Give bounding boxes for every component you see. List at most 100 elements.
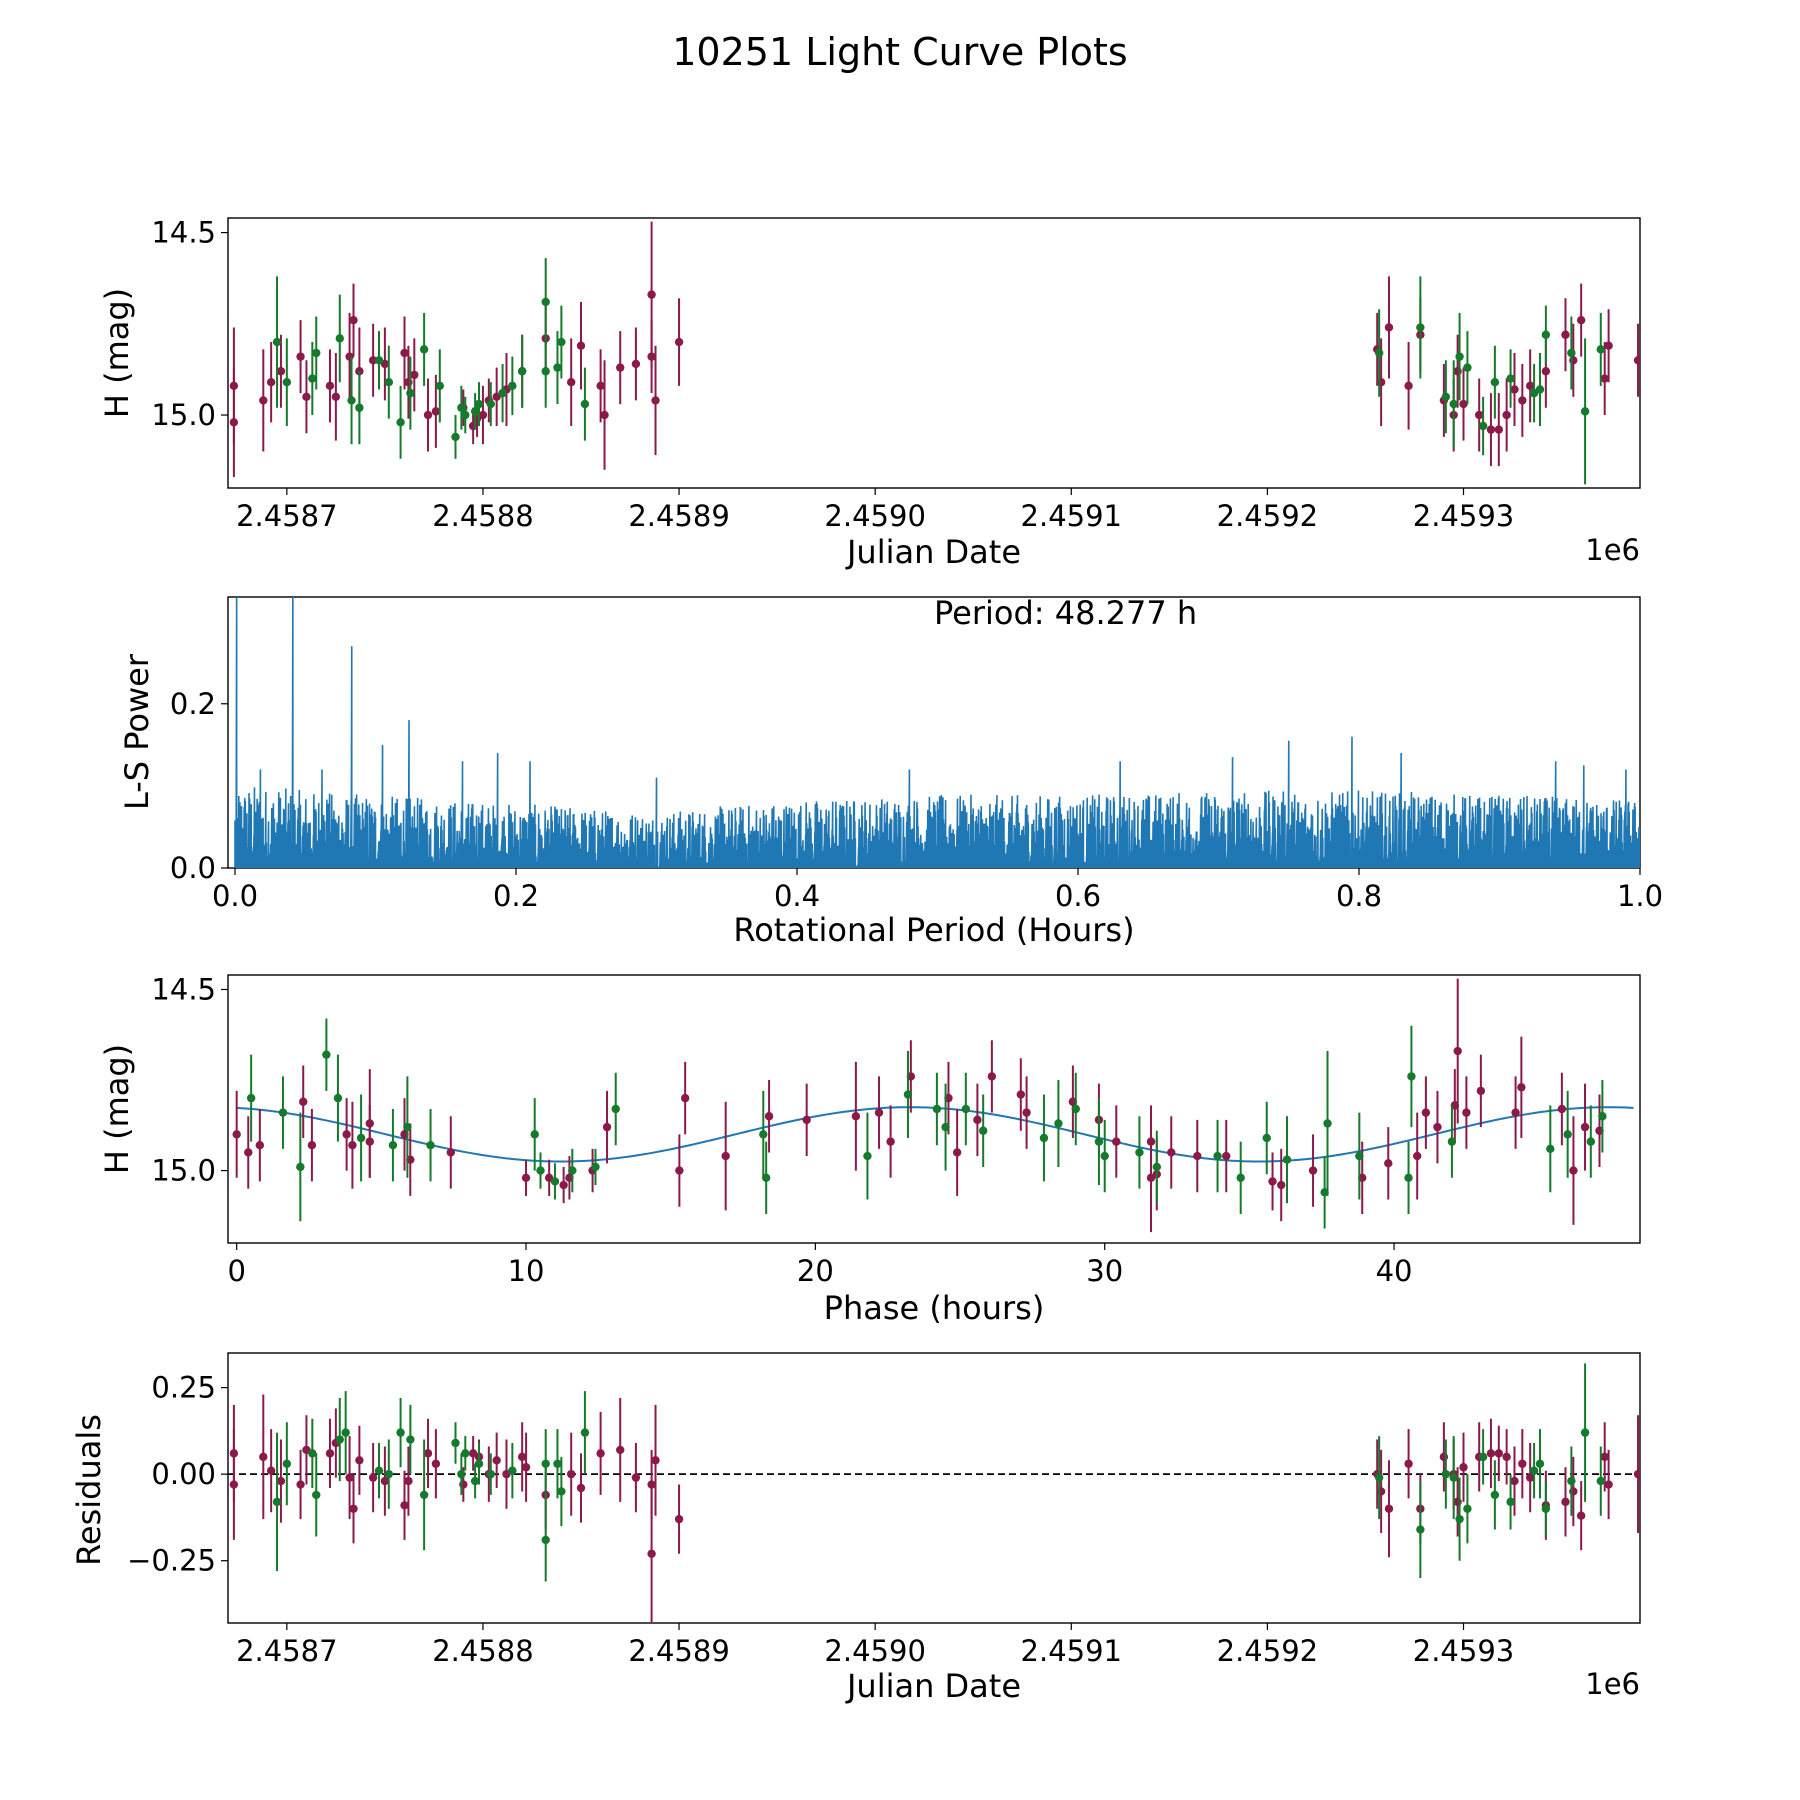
data-point [517,367,527,376]
data-point [508,1466,517,1475]
data-point [576,1483,586,1493]
data-point [368,1473,378,1482]
data-point [1421,1108,1431,1117]
x-tick-label: 2.4587 [236,499,337,533]
data-point [961,1104,971,1114]
data-point [244,1148,253,1157]
data-point [349,315,358,325]
data-point [312,1490,321,1500]
data-point [761,1173,771,1183]
data-point [1152,1162,1161,1172]
data-point [355,403,364,412]
data-point [1455,352,1464,361]
data-point [333,1093,343,1103]
data-point [457,1469,466,1479]
phased-x-label: Phase (hours) [824,1289,1045,1327]
data-point [1193,1151,1202,1161]
data-point [396,418,405,427]
data-point [566,377,576,387]
data-point [335,1435,344,1444]
data-point [406,1435,415,1444]
data-point [1441,1469,1451,1479]
data-point [1433,1122,1442,1132]
data-point [616,363,625,372]
data-point [1416,323,1425,332]
data-point [1071,1104,1080,1114]
data-point [384,377,394,387]
data-point [1541,330,1551,339]
data-point [1463,1504,1472,1513]
data-point [451,1438,460,1448]
data-point [1596,345,1605,354]
data-point [1404,381,1413,391]
data-point [246,1093,256,1103]
data-point [1518,1459,1527,1468]
data-point [307,1141,317,1150]
data-point [557,1487,566,1496]
data-point [419,1490,429,1500]
data-point [446,1148,455,1157]
x-tick-label: 40 [1376,1254,1413,1288]
data-point [349,1504,358,1513]
data-point [675,1166,684,1175]
data-point [1510,385,1519,394]
x-tick-label: 2.4588 [432,499,533,533]
lightcurve-axes-frame [227,217,1641,489]
data-point [1535,385,1545,394]
data-point [1447,1137,1457,1146]
data-point [470,1476,480,1486]
data-point [1455,1514,1464,1524]
data-point [1135,1148,1144,1157]
data-point [1277,1180,1286,1190]
data-point [299,1097,308,1106]
data-point [400,1501,409,1510]
data-point [987,1072,997,1081]
data-point [631,1473,641,1482]
data-point [611,1104,620,1114]
data-point [312,348,321,358]
data-point [470,407,480,416]
y-tick-label: 14.5 [151,972,216,1006]
residuals-y-label: Residuals [70,1414,108,1566]
data-point [404,1476,413,1486]
data-point [308,1449,317,1458]
data-point [341,1428,350,1437]
data-point [322,1050,331,1059]
data-point [266,1466,276,1475]
data-point [1213,1151,1222,1161]
data-point [1167,1148,1176,1157]
data-point [486,399,495,409]
data-point [1459,1463,1468,1472]
data-point [1478,1452,1488,1462]
data-point [498,388,507,398]
data-point [426,1141,435,1150]
data-point [403,1122,412,1132]
data-point [282,377,292,387]
data-point [461,1449,470,1458]
phased-axes-frame [227,974,1641,1244]
residuals-x-label: Julian Date [845,1667,1021,1705]
data-point [492,1456,501,1465]
data-point [1541,1504,1551,1513]
data-point [1494,1449,1504,1458]
x-tick-label: 10 [508,1254,545,1288]
data-point [541,1535,550,1545]
x-tick-label: 30 [1086,1254,1123,1288]
data-point [1580,1122,1590,1132]
data-point [1404,1459,1413,1468]
data-point [400,348,409,358]
data-point [631,359,641,369]
data-point [1600,1452,1609,1462]
data-point [1416,1525,1425,1534]
phased-y-label: H (mag) [98,1044,136,1174]
data-point [229,1480,239,1489]
data-point [1633,356,1640,365]
data-point [1016,1090,1026,1099]
data-point [410,370,419,380]
data-point [1486,425,1496,434]
data-point [1525,1473,1535,1482]
data-point [1561,330,1570,339]
data-point [1576,1511,1586,1520]
y-tick-label: 15.0 [151,1154,216,1188]
